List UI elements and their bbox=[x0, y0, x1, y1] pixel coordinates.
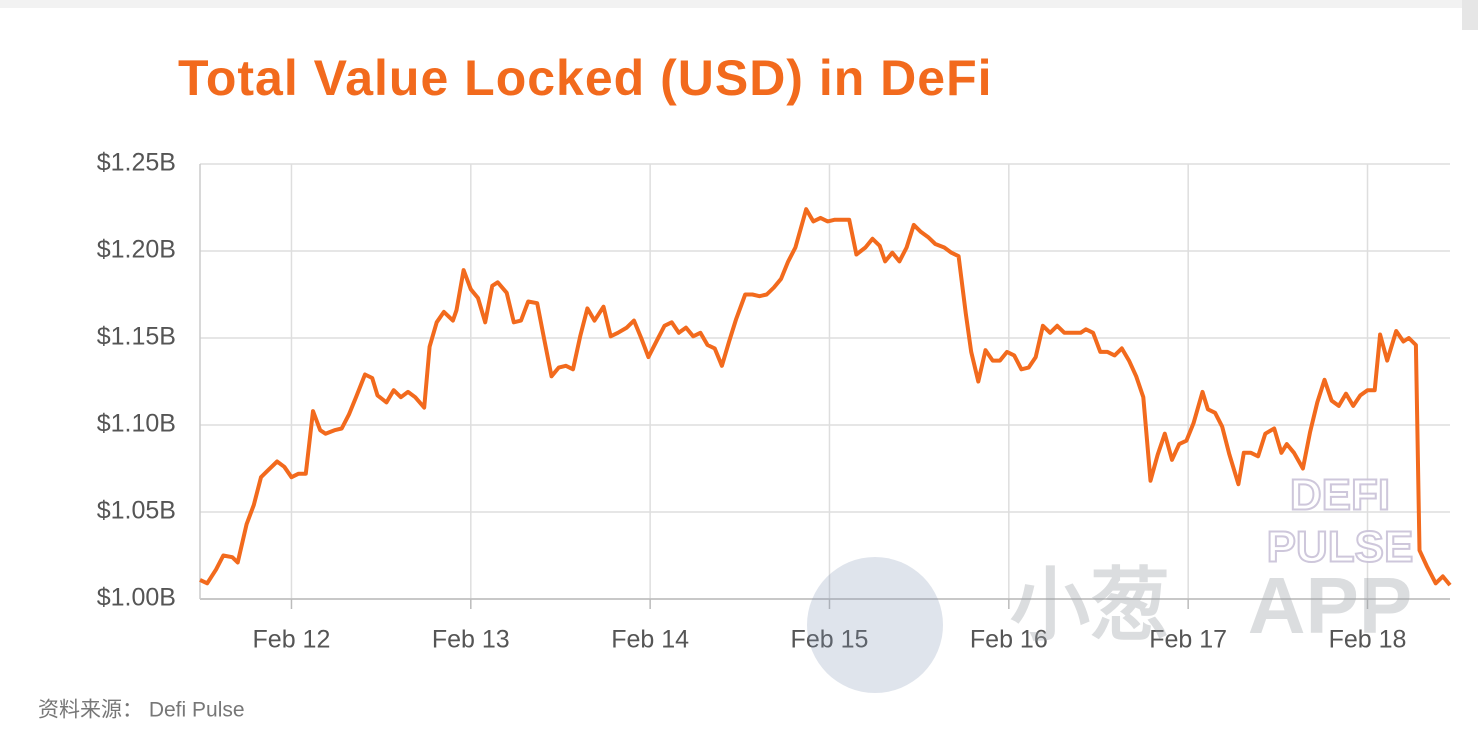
y-tick-label: $1.20B bbox=[97, 236, 176, 264]
y-tick-label: $1.05B bbox=[97, 497, 176, 525]
y-tick-label: $1.00B bbox=[97, 584, 176, 612]
x-tick-label: Feb 15 bbox=[791, 626, 869, 654]
chart-title: Total Value Locked (USD) in DeFi bbox=[178, 50, 993, 106]
x-tick-label: Feb 16 bbox=[970, 626, 1048, 654]
watermark-logo bbox=[807, 557, 943, 693]
x-tick-label: Feb 12 bbox=[253, 626, 331, 654]
y-tick-label: $1.15B bbox=[97, 323, 176, 351]
watermark: 小葱 bbox=[1010, 561, 1170, 650]
x-tick-label: Feb 17 bbox=[1149, 626, 1227, 654]
y-tick-label: $1.25B bbox=[97, 149, 176, 177]
x-tick-label: Feb 14 bbox=[611, 626, 689, 654]
source-note: 资料来源： Defi Pulse bbox=[38, 699, 245, 722]
scroll-corner bbox=[1462, 0, 1478, 30]
y-tick-label: $1.10B bbox=[97, 410, 176, 438]
watermark: DEFI bbox=[1290, 471, 1390, 520]
watermark: PULSE bbox=[1267, 523, 1414, 572]
watermark: APP bbox=[1248, 561, 1413, 650]
x-tick-label: Feb 18 bbox=[1329, 626, 1407, 654]
line-series bbox=[199, 207, 1452, 587]
x-tick-label: Feb 13 bbox=[432, 626, 510, 654]
top-edge bbox=[0, 0, 1478, 8]
